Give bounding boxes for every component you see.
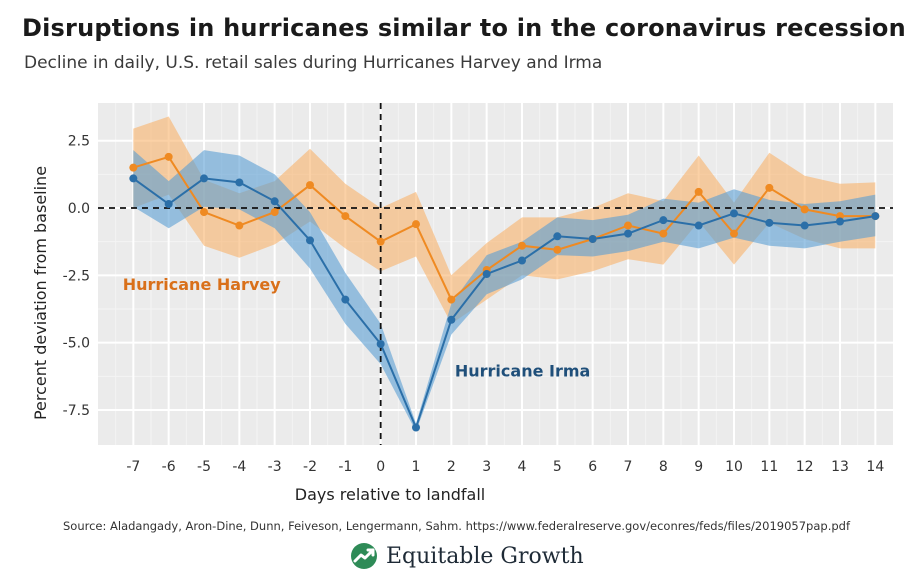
point-hurricane-harvey xyxy=(730,229,738,238)
annotation-hurricane-harvey: Hurricane Harvey xyxy=(123,275,282,294)
x-tick-label: 10 xyxy=(725,459,743,475)
y-tick-label: 0.0 xyxy=(68,201,90,217)
series-lines xyxy=(132,155,876,431)
point-hurricane-harvey xyxy=(694,187,703,196)
y-tick-label: -2.5 xyxy=(63,268,90,284)
y-tick-labels: 2.5 0.0 -2.5 -5.0 -7.5 xyxy=(63,134,90,419)
annotation-hurricane-irma: Hurricane Irma xyxy=(455,361,590,380)
x-tick-label: 3 xyxy=(482,459,491,475)
band-hurricane-harvey xyxy=(133,116,876,324)
x-axis-label: Days relative to landfall xyxy=(295,485,485,504)
x-tick-label: 14 xyxy=(866,459,884,475)
point-hurricane-harvey xyxy=(518,241,526,250)
x-tick-label: 5 xyxy=(553,459,562,475)
x-tick-label: -2 xyxy=(303,459,317,475)
point-hurricane-harvey xyxy=(412,220,420,229)
x-tick-label: 6 xyxy=(588,459,597,475)
point-hurricane-harvey xyxy=(624,221,632,230)
line-hurricane-irma xyxy=(132,177,876,431)
x-tick-label: -1 xyxy=(338,459,352,475)
band-hurricane-irma xyxy=(133,150,876,432)
y-axis-label: Percent deviation from baseline xyxy=(31,166,50,420)
x-tick-labels: -7 -6 -5 -4 -3 -2 -1 0 1 2 3 4 5 6 7 8 9 10 11 12 13 14 xyxy=(126,459,884,475)
y-tick-label: -5.0 xyxy=(63,336,90,352)
point-hurricane-harvey xyxy=(129,163,138,172)
source-note: Source: Aladangady, Aron-Dine, Dunn, Fei… xyxy=(62,519,850,533)
x-tick-label: -3 xyxy=(268,459,282,475)
point-hurricane-irma xyxy=(235,178,244,187)
equitable-growth-logo-icon xyxy=(351,543,377,569)
point-hurricane-irma xyxy=(376,340,385,349)
logo-text: Equitable Growth xyxy=(386,543,584,569)
point-hurricane-irma xyxy=(412,423,420,432)
point-hurricane-harvey xyxy=(164,152,173,161)
point-hurricane-irma xyxy=(624,229,632,238)
series-points xyxy=(129,152,880,432)
point-hurricane-irma xyxy=(588,234,597,243)
point-hurricane-irma xyxy=(306,236,314,245)
point-hurricane-irma xyxy=(341,295,350,304)
publisher-logo: Equitable Growth xyxy=(350,542,584,570)
point-hurricane-harvey xyxy=(765,183,774,192)
chart-subtitle: Decline in daily, U.S. retail sales duri… xyxy=(24,53,603,73)
point-hurricane-irma xyxy=(200,174,208,183)
x-tick-label: 9 xyxy=(694,459,703,475)
x-tick-label: 11 xyxy=(760,459,778,475)
point-hurricane-harvey xyxy=(376,237,385,246)
x-tick-label: -5 xyxy=(197,459,211,475)
point-hurricane-irma xyxy=(518,256,526,265)
point-hurricane-irma xyxy=(871,212,880,221)
x-tick-label: 7 xyxy=(624,459,633,475)
point-hurricane-irma xyxy=(765,218,774,227)
y-tick-label: 2.5 xyxy=(68,134,90,150)
point-hurricane-irma xyxy=(800,221,809,230)
x-tick-label: 8 xyxy=(659,459,668,475)
point-hurricane-harvey xyxy=(200,208,208,217)
point-hurricane-harvey xyxy=(800,205,809,214)
point-hurricane-irma xyxy=(553,232,562,241)
point-hurricane-harvey xyxy=(306,181,314,190)
point-hurricane-harvey xyxy=(447,295,456,304)
point-hurricane-irma xyxy=(447,315,456,324)
point-hurricane-harvey xyxy=(235,221,244,230)
point-hurricane-harvey xyxy=(270,208,279,217)
point-hurricane-irma xyxy=(482,270,491,278)
point-hurricane-irma xyxy=(129,174,138,183)
x-tick-label: 2 xyxy=(447,459,456,475)
point-hurricane-irma xyxy=(164,199,173,208)
x-tick-label: 4 xyxy=(518,459,527,475)
point-hurricane-harvey xyxy=(553,245,562,254)
series-annotations: Hurricane Harvey Hurricane Irma xyxy=(123,275,591,380)
confidence-bands xyxy=(133,116,876,432)
point-hurricane-irma xyxy=(836,217,844,226)
point-hurricane-harvey xyxy=(659,229,668,238)
x-tick-label: -6 xyxy=(162,459,176,475)
x-tick-label: 13 xyxy=(831,459,849,475)
x-tick-label: 1 xyxy=(412,459,421,475)
y-tick-label: -7.5 xyxy=(63,403,90,419)
point-hurricane-irma xyxy=(730,209,738,218)
point-hurricane-irma xyxy=(659,216,668,225)
x-tick-label: 12 xyxy=(796,459,814,475)
x-tick-label: -4 xyxy=(232,459,246,475)
x-tick-label: -7 xyxy=(126,459,140,475)
point-hurricane-irma xyxy=(270,197,279,206)
line-hurricane-harvey xyxy=(133,155,876,302)
reference-lines xyxy=(98,103,893,445)
hurricane-retail-chart: 2.50.0-2.5-5.0-7.5 -7 -6 -5 -4 -3 -2 -1 0 1 2 3 4 5 6… xyxy=(20,85,913,515)
chart-title: Disruptions in hurricanes similar to in … xyxy=(22,14,906,42)
point-hurricane-harvey xyxy=(341,212,350,221)
x-tick-label: 0 xyxy=(376,459,385,475)
point-hurricane-irma xyxy=(694,221,703,230)
